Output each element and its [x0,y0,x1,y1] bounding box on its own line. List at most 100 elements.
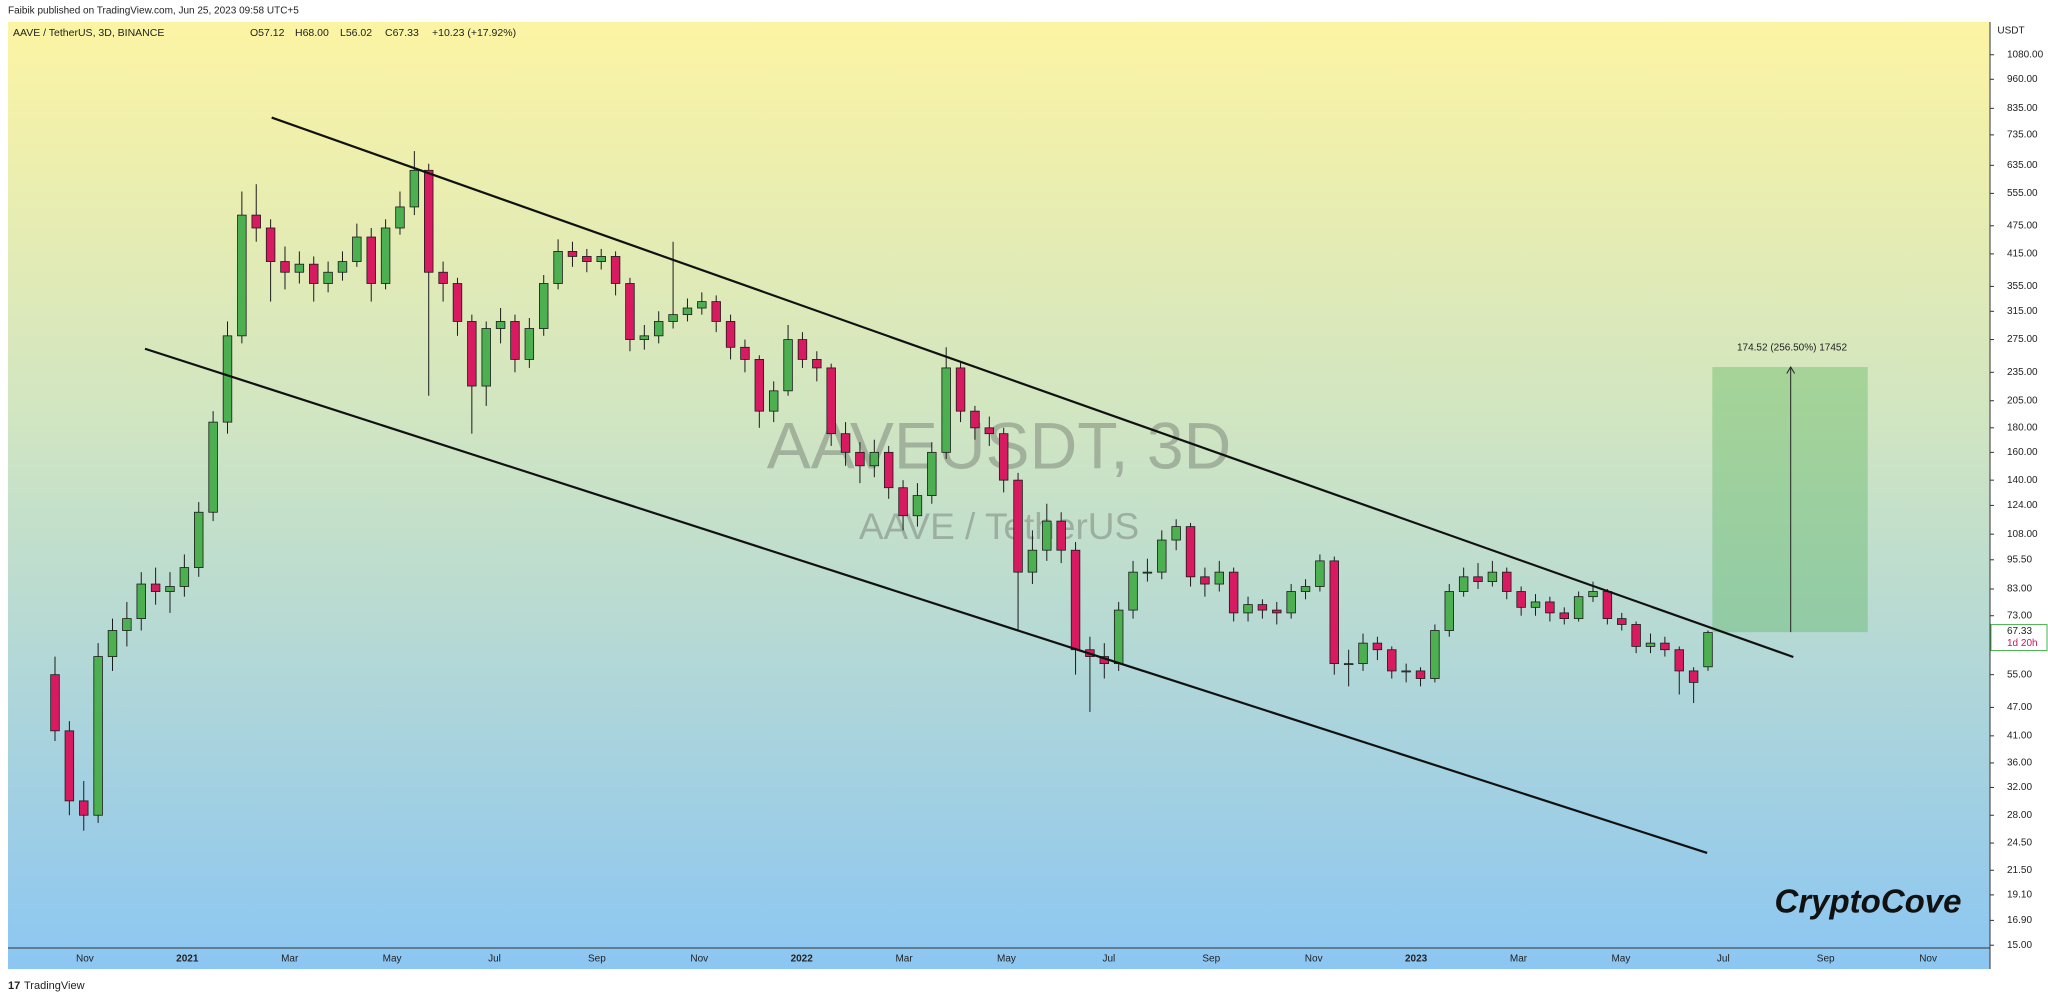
candle-body [93,656,103,816]
y-tick-label: 140.00 [2007,475,2038,486]
candle-body [1272,609,1282,614]
candle-body [1559,612,1569,620]
candle-body [1329,560,1339,665]
candle-body [1013,479,1023,573]
y-tick-label: 315.00 [2007,306,2038,317]
candle-body [1602,591,1613,620]
x-tick-label: Sep [588,954,606,965]
measure-arrow-head [1786,366,1796,374]
candle-body [855,451,865,467]
legend-change: +10.23 (+17.92%) [432,27,516,39]
candle-body [208,421,218,513]
candles [50,151,1713,831]
y-tick-label: 835.00 [2007,103,2038,114]
y-tick-label: 15.00 [2007,940,2032,951]
candle-body [653,321,664,337]
candle-body [222,335,233,423]
candle-body [524,328,535,360]
y-tick-label: 124.00 [2007,500,2038,511]
candle-body [337,261,348,273]
y-tick-label: 83.00 [2007,584,2032,595]
x-tick-label: Jul [488,954,501,965]
candle-body [280,261,290,273]
candle-body [984,427,995,435]
countdown-label: 1d 20h [2007,638,2038,649]
candle-body [812,359,822,369]
candle-body [237,214,247,337]
x-tick-label: 2023 [1405,954,1428,965]
x-tick-label: Mar [895,954,913,965]
candle-body [697,301,707,309]
candle-body [682,307,693,316]
candle-body [1372,642,1383,651]
candle-body [1502,571,1512,592]
x-tick-label: Sep [1817,954,1835,965]
x-tick-label: 2021 [176,954,199,965]
y-tick-label: 32.00 [2007,782,2032,793]
y-tick-label: 555.00 [2007,188,2038,199]
candle-body [1171,526,1181,541]
candle-body [1257,604,1268,611]
y-tick-label: 1080.00 [2007,49,2044,60]
candle-body [294,263,305,273]
y-tick-label: 475.00 [2007,220,2038,231]
candle-body [265,227,276,262]
x-tick-label: Sep [1202,954,1220,965]
candle-body [553,251,563,284]
candle-body [1573,596,1584,620]
candle-body [352,236,362,262]
candle-body [150,583,161,592]
candle-body [1228,571,1239,614]
candle-body [495,321,506,329]
y-tick-label: 160.00 [2007,447,2038,458]
candle-body [1214,571,1224,585]
candle-body [1415,670,1426,679]
plot-background [8,22,1990,969]
y-tick-label: 635.00 [2007,160,2038,171]
x-tick-label: May [997,954,1016,965]
x-tick-label: Jul [1102,954,1115,965]
candle-body [50,674,60,732]
candle-body [179,567,190,587]
y-tick-label: 95.50 [2007,554,2032,565]
measure-label: 174.52 (256.50%) 17452 [1737,343,1848,354]
footer-logo: 17 [8,980,20,992]
candle-body [1660,642,1670,651]
candle-body [409,169,420,208]
y-tick-label: 21.50 [2007,865,2032,876]
candle-body [481,328,491,387]
candle-body [1142,571,1153,574]
y-tick-label: 55.00 [2007,669,2032,680]
candle-body [1401,670,1411,673]
y-tick-label: 28.00 [2007,810,2032,821]
candle-body [740,346,750,360]
y-tick-label: 47.00 [2007,702,2032,713]
candle-body [725,321,736,348]
candle-body [395,206,405,229]
candle-body [1300,586,1311,592]
candle-body [941,367,951,453]
candle-body [1200,576,1210,585]
candle-body [323,271,333,284]
last-price-box [1990,624,2048,652]
candle-body [366,236,376,284]
x-tick-label: Jul [1717,954,1730,965]
candle-body [1617,618,1627,625]
candle-body [1645,642,1656,647]
candle-body [1703,632,1713,668]
candle-body [625,283,635,340]
candle-body [783,339,793,392]
y-tick-label: 960.00 [2007,74,2038,85]
channel-lower [144,347,1708,854]
candle-body [1430,630,1440,679]
candle-body [251,214,261,229]
candle-body [539,283,549,329]
candle-body [1056,520,1066,551]
y-tick-label: 275.00 [2007,334,2038,345]
y-tick-label: 735.00 [2007,130,2038,141]
candle-body [898,487,908,517]
x-tick-label: May [1611,954,1630,965]
candle-body [1286,591,1296,614]
candle-body [840,433,851,453]
